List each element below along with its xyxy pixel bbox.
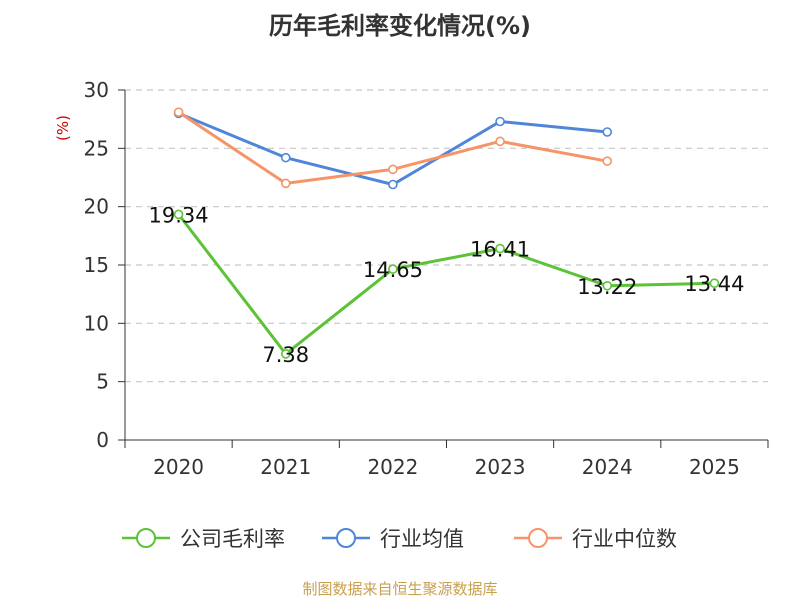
data-point: [495, 243, 505, 254]
data-point: [388, 164, 398, 175]
series-lines: [173, 107, 720, 359]
legend-marker: [336, 528, 356, 548]
data-labels: 19.34 7.38 14.65 16.41 13.22 13.44: [149, 203, 745, 367]
data-label: 7.38: [262, 343, 309, 367]
y-tick-label: 15: [84, 253, 109, 277]
data-label: 16.41: [470, 238, 530, 262]
x-tick-label: 2020: [153, 455, 204, 479]
y-axis-label: (%): [54, 115, 72, 141]
data-label: 13.44: [684, 272, 744, 296]
data-point: [709, 278, 720, 289]
legend-marker: [528, 528, 548, 548]
data-point: [173, 107, 184, 117]
data-point: [602, 280, 613, 291]
legend-label: 公司毛利率: [180, 527, 285, 551]
y-tick-label: 0: [96, 428, 109, 452]
x-tick-label: 2024: [582, 455, 633, 479]
data-point: [388, 264, 398, 274]
legend: 公司毛利率 行业均值 行业中位数: [122, 527, 677, 551]
data-point: [280, 178, 291, 189]
data-point: [280, 152, 291, 163]
legend-label: 行业中位数: [572, 527, 677, 551]
data-label: 19.34: [149, 203, 209, 227]
data-label: 14.65: [363, 258, 423, 282]
data-point: [602, 156, 613, 166]
data-point: [280, 349, 291, 359]
grid-lines: [125, 89, 768, 383]
y-tick-label: 20: [84, 195, 109, 219]
y-tick-label: 25: [84, 136, 109, 160]
data-point: [388, 179, 398, 190]
x-tick-label: 2023: [475, 455, 526, 479]
source-note: 制图数据来自恒生聚源数据库: [302, 580, 498, 598]
data-label: 13.22: [577, 275, 637, 299]
y-tick-label: 30: [84, 78, 109, 102]
y-tick-label: 5: [96, 370, 109, 394]
x-tick-label: 2021: [260, 455, 311, 479]
x-tick-label: 2022: [367, 455, 418, 479]
data-point: [173, 209, 184, 220]
legend-marker: [136, 528, 156, 548]
data-point: [495, 116, 505, 127]
data-point: [602, 127, 613, 137]
chart-title: 历年毛利率变化情况(%): [269, 12, 531, 40]
data-point: [495, 136, 505, 147]
series-line: [177, 212, 716, 356]
legend-label: 行业均值: [380, 527, 464, 551]
y-tick-label: 10: [84, 311, 109, 335]
x-tick-label: 2025: [689, 455, 740, 479]
